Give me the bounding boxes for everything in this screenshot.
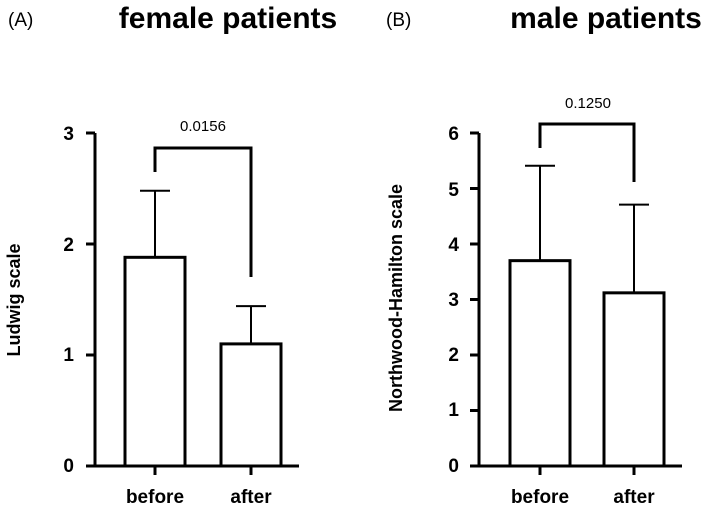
panel-a-bar-after <box>219 342 283 468</box>
panel-a-y-tick-0: 0 <box>63 456 74 477</box>
panel-a-x-tick-after: after <box>230 487 272 507</box>
panel-b: (B) male patients Northwood-Hamilton sca… <box>386 2 702 507</box>
panel-a-y-tick-2: 2 <box>63 235 74 256</box>
panel-b-y-tick-3: 3 <box>448 290 459 311</box>
panel-a-y-axis-label: Ludwig scale <box>4 243 24 356</box>
panel-a-label: (A) <box>8 10 33 31</box>
panel-a: (A) female patients Ludwig scale 3 2 1 0… <box>4 2 337 507</box>
panel-a-y-tick-3: 3 <box>63 124 74 145</box>
panel-a-significance-bracket <box>153 146 253 277</box>
panel-a-y-tick-1: 1 <box>63 345 74 366</box>
panel-b-x-tick-after: after <box>613 487 655 507</box>
panel-b-y-tick-6: 6 <box>448 124 459 145</box>
panel-b-y-tick-1: 1 <box>448 400 459 421</box>
panel-b-label: (B) <box>386 10 411 31</box>
panel-b-x-tick-before: before <box>511 487 569 507</box>
panel-b-bar-before <box>508 259 572 468</box>
panel-b-title: male patients <box>510 2 702 35</box>
panel-b-bar-after <box>602 291 666 468</box>
panel-b-significance-bracket <box>538 122 636 182</box>
panel-b-p-value: 0.1250 <box>565 95 611 112</box>
panel-a-p-value: 0.0156 <box>180 118 226 135</box>
panel-b-y-axis-label: Northwood-Hamilton scale <box>386 184 406 412</box>
panel-a-title: female patients <box>119 2 337 35</box>
panel-a-bar-before <box>123 255 187 468</box>
panel-b-y-tick-2: 2 <box>448 345 459 366</box>
panel-b-y-tick-5: 5 <box>448 180 459 201</box>
panel-a-x-tick-before: before <box>126 487 184 507</box>
panel-b-y-tick-0: 0 <box>448 456 459 477</box>
panel-b-y-tick-4: 4 <box>448 235 459 256</box>
